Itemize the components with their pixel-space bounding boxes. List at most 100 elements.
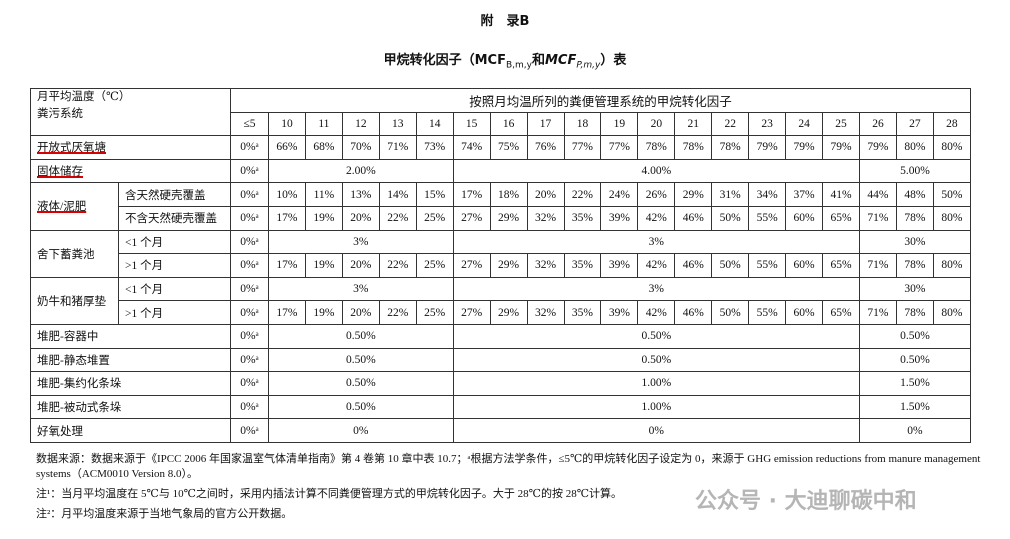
value-cell: 29% — [489, 253, 528, 278]
value-cell: 60% — [785, 300, 824, 325]
value-cell: 3% — [452, 276, 861, 302]
value-cell: 27% — [452, 300, 491, 325]
value-cell: 27% — [452, 205, 491, 231]
value-cell: 1.00% — [452, 371, 861, 396]
value-cell: 55% — [748, 205, 787, 231]
value-cell: 0%ᵃ — [230, 158, 269, 184]
value-cell: 3% — [268, 229, 454, 255]
data-row: 固体储存 0%ᵃ 2.00% 4.00% 5.00% — [30, 158, 971, 184]
value-cell: 24% — [600, 182, 639, 207]
temp-header: 17 — [526, 111, 565, 137]
value-cell: 0%ᵃ — [230, 300, 269, 325]
value-cell: 0% — [268, 418, 454, 443]
temp-header: 22 — [711, 111, 750, 137]
value-cell: 29% — [489, 300, 528, 325]
value-cell: 55% — [748, 253, 787, 278]
row-label: 液体/泥肥 — [30, 182, 119, 231]
value-cell: 17% — [452, 182, 491, 207]
data-row: 液体/泥肥 含天然硬壳覆盖 0%ᵃ 10% 11% 13% 14% 15% 17% 18% 20% 2… — [30, 182, 971, 231]
row-label: 好氧处理 — [30, 418, 231, 443]
temp-header: 25 — [822, 111, 860, 137]
row-label: 开放式厌氧塘 — [30, 135, 231, 160]
value-cell: 17% — [268, 300, 306, 325]
data-row: >1 个月 0%ᵃ 17% 19% 20% 22% 25% 27% 29% 32% 35% 39% 42… — [31, 253, 971, 278]
data-row: 堆肥-被动式条垛 0%ᵃ 0.50% 1.00% 1.50% — [30, 394, 971, 420]
value-cell: 14% — [378, 182, 417, 207]
temp-header: 16 — [489, 111, 528, 137]
value-cell: 46% — [674, 205, 713, 231]
row-sublabel: >1 个月 — [118, 253, 231, 278]
value-cell: 0.50% — [268, 347, 454, 373]
title-part: ）表 — [600, 53, 627, 68]
temp-header: 12 — [341, 111, 380, 137]
value-cell: 78% — [637, 135, 676, 160]
header-row: 月平均温度（℃） 粪污系统 按照月均温所列的粪便管理系统的甲烷转化因子 — [30, 87, 971, 137]
row-label: 舍下蓄粪池 — [30, 229, 119, 278]
value-cell: 39% — [600, 300, 639, 325]
value-cell: 34% — [748, 182, 787, 207]
value-cell: 0%ᵃ — [230, 394, 269, 420]
appendix-heading: 附 录B — [480, 14, 530, 29]
value-cell: 78% — [711, 135, 750, 160]
value-cell: 39% — [600, 253, 639, 278]
value-cell: 35% — [563, 253, 602, 278]
row-sublabel: >1 个月 — [118, 300, 231, 325]
value-cell: 11% — [304, 182, 343, 207]
temp-header: 13 — [378, 111, 417, 137]
row-sublabel: 含天然硬壳覆盖 — [118, 182, 231, 207]
value-cell: 29% — [489, 205, 528, 231]
span-header: 按照月均温所列的粪便管理系统的甲烷转化因子 — [230, 88, 971, 113]
data-row: 堆肥-容器中 0%ᵃ 0.50% 0.50% 0.50% — [30, 323, 971, 349]
watermark: 公众号 · 大迪聊碳中和 — [695, 489, 917, 514]
note: 注²：月平均温度来源于当地气象局的官方公开数据。 — [36, 508, 293, 520]
temp-header: 26 — [859, 111, 897, 137]
value-cell: 0.50% — [268, 394, 454, 420]
value-cell: 48% — [895, 182, 934, 207]
value-cell: 60% — [785, 205, 824, 231]
value-cell: 80% — [932, 253, 971, 278]
value-cell: 18% — [489, 182, 528, 207]
value-cell: 0%ᵃ — [230, 135, 269, 160]
value-cell: 0.50% — [859, 323, 971, 349]
value-cell: 73% — [415, 135, 454, 160]
value-cell: 20% — [341, 205, 380, 231]
value-cell: 22% — [378, 205, 417, 231]
temp-header: 11 — [304, 111, 343, 137]
value-cell: 4.00% — [452, 158, 861, 184]
title-part: 和 — [531, 53, 545, 68]
table-title: 甲烷转化因子（MCFB,m,y和MCFP,m,y）表 — [0, 49, 1010, 71]
value-cell: 65% — [822, 300, 860, 325]
value-cell: 25% — [415, 205, 454, 231]
value-cell: 5.00% — [859, 158, 971, 184]
value-cell: 0%ᵃ — [230, 418, 269, 443]
value-cell: 1.00% — [452, 394, 861, 420]
value-cell: 30% — [859, 276, 971, 302]
row-label: 堆肥-被动式条垛 — [30, 394, 231, 420]
value-cell: 22% — [378, 300, 417, 325]
value-cell: 80% — [932, 135, 971, 160]
value-cell: 71% — [859, 253, 897, 278]
data-row: 奶牛和猪厚垫 <1 个月 0%ᵃ 3% 3% 30% — [30, 276, 971, 325]
temp-header: 20 — [637, 111, 676, 137]
notes: 数据来源：数据来源于《IPCC 2006 年国家温室气体清单指南》第 4 卷第 … — [36, 452, 991, 527]
title-part: MCF — [544, 53, 577, 68]
value-cell: 60% — [785, 253, 824, 278]
value-cell: 15% — [415, 182, 454, 207]
mcf-table: 月平均温度（℃） 粪污系统 按照月均温所列的粪便管理系统的甲烷转化因子 ≤5 10 11 1… — [30, 87, 971, 443]
value-cell: 46% — [674, 253, 713, 278]
value-cell: 71% — [378, 135, 417, 160]
value-cell: 0%ᵃ — [230, 205, 269, 231]
temp-row: ≤5 10 11 12 13 14 15 16 17 18 19 20 21 22 23 24 25 26 27 28 — [31, 111, 971, 137]
value-cell: 27% — [452, 253, 491, 278]
value-cell: 78% — [674, 135, 713, 160]
value-cell: 79% — [785, 135, 824, 160]
value-cell: 74% — [452, 135, 491, 160]
value-cell: 26% — [637, 182, 676, 207]
value-cell: 0%ᵃ — [230, 371, 269, 396]
value-cell: 42% — [637, 205, 676, 231]
value-cell: 42% — [637, 300, 676, 325]
value-cell: 0.50% — [452, 323, 861, 349]
value-cell: 71% — [859, 205, 897, 231]
value-cell: 78% — [895, 300, 934, 325]
data-row: 舍下蓄粪池 <1 个月 0%ᵃ 3% 3% 30% — [30, 229, 971, 278]
